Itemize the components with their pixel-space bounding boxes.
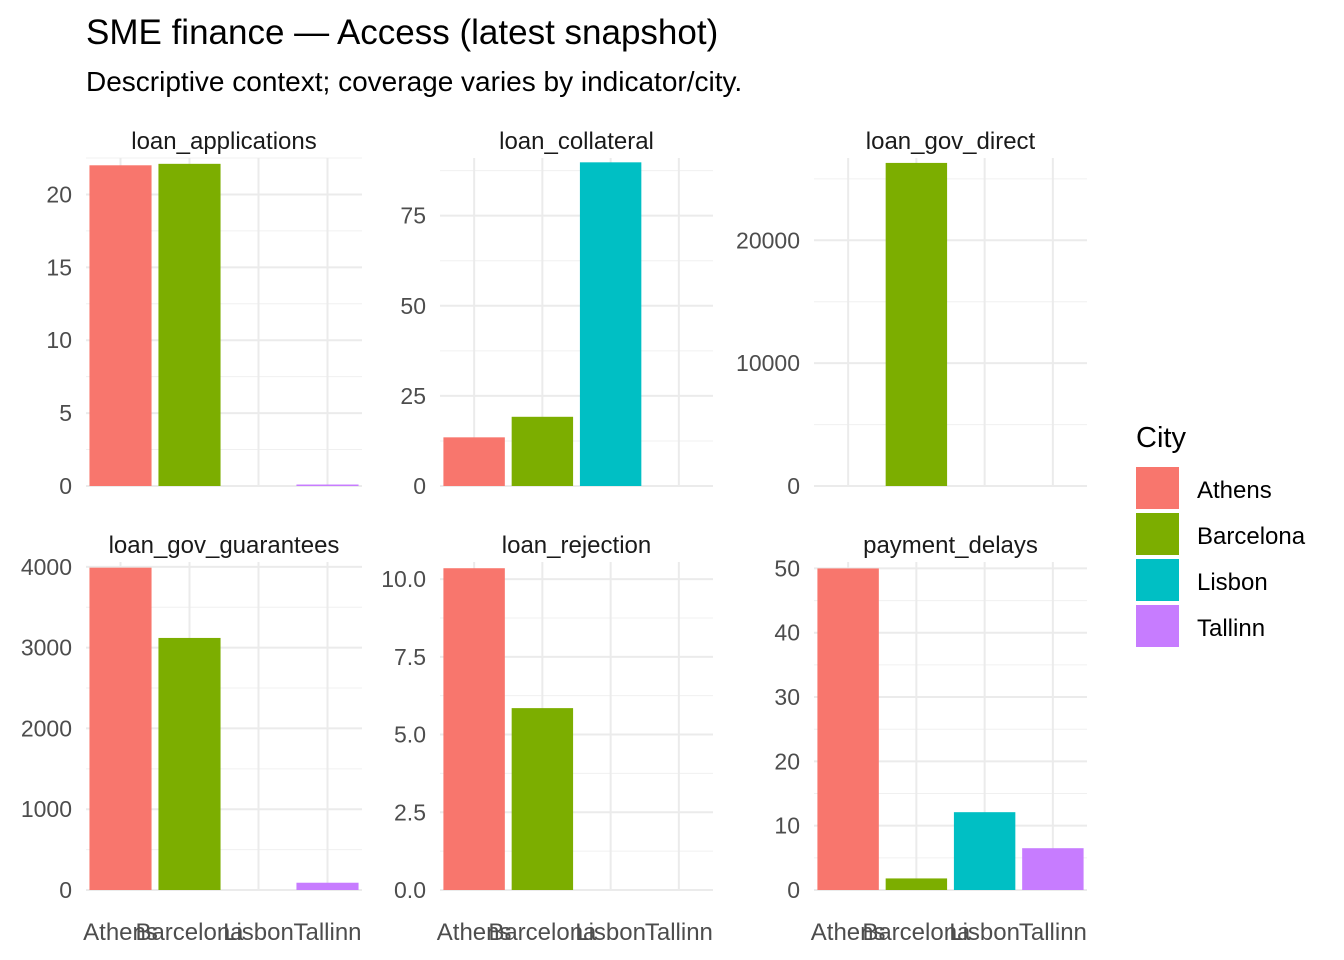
x-tick-label: Tallinn xyxy=(1019,919,1087,946)
y-tick-label: 10000 xyxy=(736,350,800,376)
bar xyxy=(158,163,221,486)
bar xyxy=(158,637,221,890)
legend-key xyxy=(1136,605,1179,647)
y-tick-label: 2000 xyxy=(21,715,72,741)
legend-label: Tallinn xyxy=(1197,615,1265,642)
y-tick-label: 7.5 xyxy=(394,644,426,670)
x-tick-label: Barcelona xyxy=(862,919,971,946)
bar xyxy=(443,437,505,486)
y-tick-label: 0 xyxy=(59,473,72,499)
y-tick-label: 20 xyxy=(46,181,72,207)
facet-title: loan_collateral xyxy=(499,128,654,155)
y-tick-label: 0 xyxy=(787,473,800,499)
facet-panel: payment_delays 0 10 20 30 40 50 AthensBarcelona… xyxy=(774,532,1087,946)
facet-panel: loan_applications 0 5 10 15 20 xyxy=(46,128,362,499)
facet-panel: loan_gov_guarantees 0 1000 2000 3000 4000 Athe… xyxy=(21,532,362,946)
y-tick-label: 5.0 xyxy=(394,722,426,748)
facet-title: loan_gov_guarantees xyxy=(109,532,340,559)
legend-title: City xyxy=(1136,422,1186,454)
facet-title: loan_applications xyxy=(131,128,316,155)
facet-panel: loan_rejection 0.0 2.5 5.0 7.5 10.0 AthensBarc… xyxy=(381,532,713,946)
y-tick-label: 10.0 xyxy=(381,566,426,592)
y-tick-label: 50 xyxy=(774,555,800,581)
bar xyxy=(953,812,1016,890)
facet-panels: loan_applications 0 5 10 15 20 loan_collateral… xyxy=(21,128,1087,946)
bar xyxy=(296,484,359,486)
bar xyxy=(511,708,574,890)
chart-title: SME finance — Access (latest snapshot) xyxy=(86,13,718,52)
y-tick-label: 10 xyxy=(46,327,72,353)
legend-key xyxy=(1136,559,1179,601)
legend-label: Lisbon xyxy=(1197,569,1268,596)
y-tick-label: 5 xyxy=(59,400,72,426)
y-tick-label: 50 xyxy=(400,293,426,319)
x-tick-label: Tallinn xyxy=(293,919,361,946)
bar xyxy=(89,165,152,487)
legend-label: Athens xyxy=(1197,477,1272,504)
bar xyxy=(89,567,152,890)
legend-key xyxy=(1136,467,1179,509)
x-tick-label: Athens xyxy=(83,919,158,946)
x-tick-label: Lisbon xyxy=(575,919,646,946)
y-tick-label: 30 xyxy=(774,684,800,710)
legend-key xyxy=(1136,513,1179,555)
facet-title: loan_rejection xyxy=(502,532,651,559)
x-tick-label: Barcelona xyxy=(488,919,597,946)
facet-title: loan_gov_direct xyxy=(866,128,1036,155)
bar xyxy=(817,568,879,890)
bar xyxy=(1022,848,1084,890)
y-tick-label: 40 xyxy=(774,620,800,646)
y-tick-label: 15 xyxy=(46,254,72,280)
x-tick-label: Tallinn xyxy=(645,919,713,946)
facet-panel: loan_gov_direct 0 10000 20000 xyxy=(736,128,1087,499)
bar xyxy=(443,568,505,890)
y-tick-label: 10 xyxy=(774,813,800,839)
y-tick-label: 75 xyxy=(400,203,426,229)
chart-subtitle: Descriptive context; coverage varies by … xyxy=(86,66,742,97)
y-tick-label: 20 xyxy=(774,748,800,774)
y-tick-label: 0 xyxy=(413,473,426,499)
x-tick-label: Lisbon xyxy=(949,919,1020,946)
y-tick-label: 1000 xyxy=(21,796,72,822)
y-tick-label: 0 xyxy=(59,877,72,903)
x-tick-label: Lisbon xyxy=(223,919,294,946)
x-tick-label: Athens xyxy=(811,919,886,946)
x-tick-label: Athens xyxy=(437,919,512,946)
y-tick-label: 0.0 xyxy=(394,877,426,903)
legend-label: Barcelona xyxy=(1197,523,1306,550)
y-tick-label: 2.5 xyxy=(394,799,426,825)
legend: City Athens Barcelona Lisbon Tallinn xyxy=(1136,422,1306,647)
facet-panel: loan_collateral 0 25 50 75 xyxy=(400,128,713,499)
facet-title: payment_delays xyxy=(863,532,1038,559)
bar xyxy=(511,416,574,486)
bar xyxy=(579,162,642,487)
y-tick-label: 20000 xyxy=(736,227,800,253)
bar xyxy=(296,882,359,890)
y-tick-label: 3000 xyxy=(21,635,72,661)
y-tick-label: 4000 xyxy=(21,554,72,580)
bar xyxy=(885,878,948,890)
y-tick-label: 25 xyxy=(400,383,426,409)
x-tick-label: Barcelona xyxy=(135,919,244,946)
y-tick-label: 0 xyxy=(787,877,800,903)
bar xyxy=(885,162,948,486)
